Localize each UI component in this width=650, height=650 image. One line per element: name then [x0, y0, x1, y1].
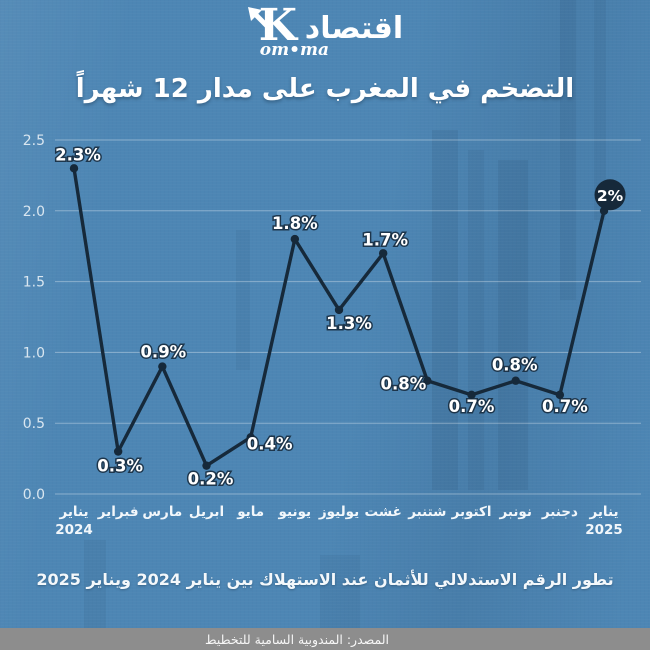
y-tick-label: 2.5 — [23, 133, 45, 149]
last-point-badge — [594, 179, 626, 211]
y-tick-label: 0.5 — [23, 416, 45, 432]
data-label: 0.8% — [492, 356, 538, 375]
y-tick-label: 2.0 — [23, 204, 45, 220]
x-tick-label: ابريل — [189, 504, 224, 520]
data-point — [555, 390, 565, 400]
x-tick-year-label: 2025 — [585, 522, 623, 538]
logo-latin-text: om•ma — [259, 40, 329, 60]
y-tick-label: 1.5 — [23, 275, 45, 291]
x-tick-label: مارس — [142, 504, 182, 520]
data-label: 1.8% — [272, 214, 318, 233]
data-point — [511, 376, 520, 385]
data-label: 0.3% — [97, 457, 143, 476]
source-text: المصدر: المندوبية السامية للتخطيط — [205, 631, 389, 647]
x-tick-year-label: 2024 — [55, 522, 93, 538]
data-point — [378, 249, 388, 258]
x-tick-label: مايو — [236, 504, 264, 520]
data-point — [467, 390, 476, 400]
data-point — [423, 376, 432, 385]
chart-subtitle: تطور الرقم الاستدلالي للأثمان عند الاسته… — [36, 570, 614, 589]
data-label: 0.9% — [140, 343, 186, 362]
data-point — [69, 164, 79, 173]
x-tick-label: فبراير — [97, 504, 139, 520]
x-tick-label: يونيو — [278, 504, 312, 520]
data-label: 2.3% — [55, 145, 101, 164]
source-bar: المصدر: المندوبية السامية للتخطيط — [0, 628, 650, 650]
y-tick-label: 1.0 — [23, 345, 45, 361]
data-label: 1.3% — [326, 314, 372, 333]
data-label: 0.2% — [188, 470, 234, 489]
data-point — [334, 305, 344, 315]
data-label: 0.7% — [449, 397, 495, 416]
komma-logo: K om•ma اقتصاد — [0, 4, 650, 62]
data-point — [202, 461, 211, 470]
x-tick-label: نونبر — [498, 504, 532, 520]
data-label: 0.7% — [542, 397, 588, 416]
data-point — [158, 362, 167, 371]
x-tick-label: يوليوز — [318, 504, 359, 520]
x-tick-label: اكتوبر — [451, 504, 492, 520]
x-tick-label: دجنبر — [541, 504, 578, 520]
logo-k-letter: K — [258, 0, 298, 51]
data-point — [290, 234, 300, 244]
x-tick-label: يناير — [588, 504, 618, 520]
data-label: 0.4% — [247, 434, 293, 453]
last-point-badge-label: 2% — [597, 187, 624, 205]
x-tick-label: شتنبر — [407, 504, 446, 520]
data-label: 1.7% — [362, 230, 408, 249]
x-tick-label: غشت — [365, 504, 402, 520]
logo-arabic-text: اقتصاد — [304, 11, 404, 46]
logo-k-mark: K om•ma — [247, 4, 329, 62]
x-tick-label: يناير — [58, 504, 88, 520]
page-title: التضخم في المغرب على مدار 12 شهراً — [75, 74, 575, 104]
data-point — [113, 447, 123, 456]
data-point — [246, 433, 255, 442]
data-label: 0.8% — [380, 375, 426, 394]
logo-arrow-icon — [247, 7, 270, 29]
y-tick-label: 0.0 — [23, 487, 45, 503]
